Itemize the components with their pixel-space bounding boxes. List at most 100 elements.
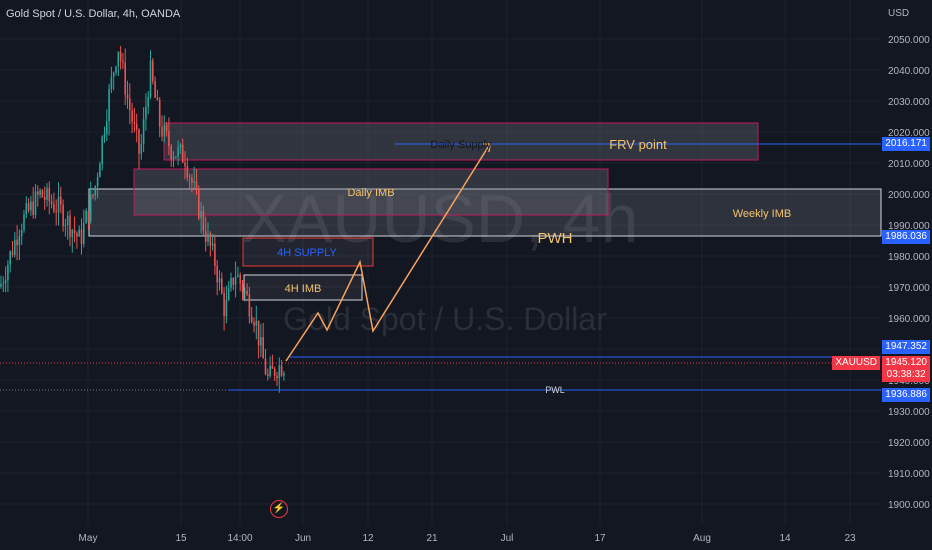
candle-body: [99, 164, 101, 178]
daily-supply-zone[interactable]: [163, 122, 759, 161]
symbol-tag: XAUUSD: [832, 356, 880, 370]
candle-body: [80, 229, 83, 244]
candle-body: [241, 283, 244, 293]
top-price-tag: 1947.352: [882, 340, 930, 354]
candle-body: [273, 368, 276, 376]
h4-imb-zone[interactable]: [243, 274, 363, 301]
frv-point-label: FRV point: [609, 137, 667, 152]
candle-body: [149, 60, 152, 97]
current-price-tag: 1945.120 03:38:32: [882, 356, 930, 382]
candle-body: [198, 188, 200, 219]
candle-body: [85, 210, 87, 224]
time-tick-label: 12: [362, 533, 374, 544]
candle-body: [30, 201, 32, 211]
candle-body: [195, 181, 198, 189]
lightning-icon[interactable]: ⚡: [270, 500, 288, 518]
candle-body: [218, 278, 221, 283]
candle-body: [0, 284, 2, 287]
candle-body: [156, 97, 159, 100]
candle-body: [94, 186, 97, 195]
weekly-imb-zone[interactable]: [88, 188, 882, 237]
candle-body: [283, 373, 285, 376]
candle-body: [191, 177, 193, 183]
candle-body: [138, 129, 140, 154]
candle-body: [71, 230, 74, 238]
daily-supply-label: Daily Supply: [430, 139, 492, 151]
candle-body: [211, 243, 214, 246]
candle-body: [264, 358, 267, 375]
chart-title: Gold Spot / U.S. Dollar, 4h, OANDA: [6, 8, 181, 20]
candle-body: [152, 60, 154, 82]
pwh-price-tag: 1986.036: [882, 230, 930, 244]
candle-body: [4, 280, 7, 284]
candle-body: [101, 136, 103, 165]
candle-body: [18, 236, 21, 246]
candle-body: [87, 210, 90, 222]
candle-body: [165, 124, 168, 132]
candle-body: [253, 322, 255, 326]
candlestick-series: [0, 45, 285, 393]
candle-body: [200, 211, 202, 219]
candle-body: [89, 194, 92, 222]
watermark-symbol: XAUUSD, 4h: [242, 181, 639, 257]
candle-body: [234, 276, 237, 285]
candle-body: [43, 197, 46, 200]
candle-body: [66, 215, 69, 225]
candle-body: [221, 278, 223, 294]
price-tick-label: 2010.000: [888, 159, 930, 170]
time-axis[interactable]: May 15 14:00 Jun 12 21 Jul 17 Aug 14 23: [79, 533, 856, 544]
watermark-name: Gold Spot / U.S. Dollar: [283, 301, 607, 337]
candle-body: [147, 96, 149, 107]
candle-body: [135, 123, 138, 130]
candle-body: [112, 72, 115, 77]
candle-body: [223, 293, 225, 317]
candle-body: [60, 196, 62, 205]
candle-body: [184, 162, 186, 167]
candle-body: [193, 181, 195, 183]
candle-body: [46, 188, 48, 200]
candle-body: [27, 203, 30, 211]
candle-body: [230, 277, 232, 288]
candle-body: [140, 144, 143, 154]
candle-body: [269, 365, 271, 376]
price-tick-label: 1900.000: [888, 500, 930, 511]
price-tick-label: 1910.000: [888, 469, 930, 480]
candle-body: [227, 287, 230, 300]
countdown-timer: 03:38:32: [886, 369, 926, 380]
candle-body: [186, 166, 189, 178]
chart-grid: [0, 0, 881, 525]
candle-body: [92, 194, 94, 196]
daily-imb-zone[interactable]: [133, 168, 609, 216]
time-tick-label: Jun: [295, 533, 311, 544]
candle-body: [244, 291, 246, 293]
candle-body: [168, 131, 170, 147]
candle-body: [9, 251, 11, 265]
candle-body: [170, 146, 172, 160]
candle-body: [78, 229, 80, 237]
candle-body: [69, 215, 71, 238]
candle-body: [108, 88, 110, 122]
candle-body: [64, 224, 67, 227]
candle-body: [163, 124, 166, 137]
candle-body: [158, 99, 161, 127]
price-tick-label: 2040.000: [888, 66, 930, 77]
candle-body: [276, 375, 278, 379]
h4-supply-zone[interactable]: [242, 237, 374, 267]
time-tick-label: Aug: [693, 533, 711, 544]
candle-body: [278, 365, 281, 379]
candle-body: [161, 126, 163, 137]
candle-body: [62, 204, 64, 227]
candle-body: [237, 274, 239, 277]
candle-body: [122, 61, 124, 63]
candle-body: [106, 121, 108, 135]
candle-body: [267, 374, 269, 376]
price-axis[interactable]: 2050.000 2040.000 2030.000 2020.000 2010.000…: [888, 35, 930, 511]
candle-body: [117, 51, 120, 67]
price-tick-label: 1930.000: [888, 407, 930, 418]
candle-body: [129, 98, 131, 111]
price-tick-label: 1990.000: [888, 221, 930, 232]
projection-path[interactable]: [285, 143, 491, 362]
candle-body: [32, 201, 34, 215]
candle-body: [207, 233, 209, 242]
